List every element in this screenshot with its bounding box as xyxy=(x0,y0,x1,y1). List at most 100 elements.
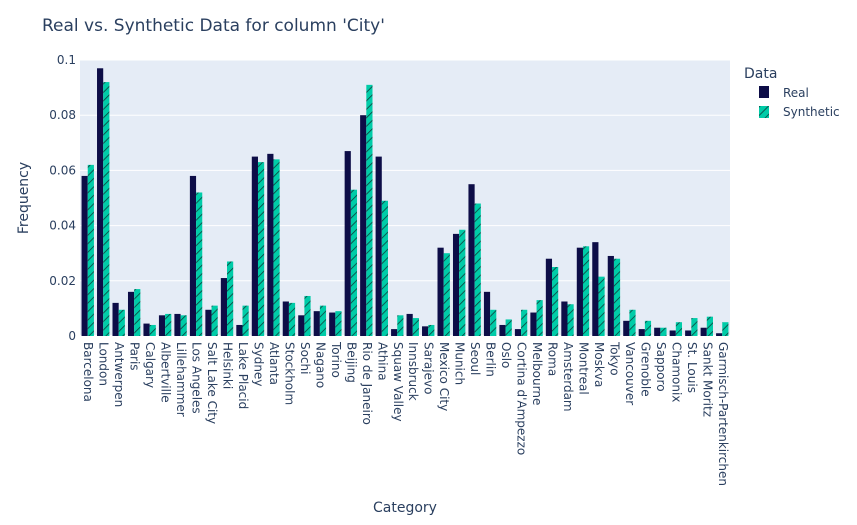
bar-real[interactable] xyxy=(623,320,630,336)
bar-synthetic[interactable] xyxy=(567,304,574,336)
bar-real[interactable] xyxy=(205,309,212,336)
x-tick-label: Barcelona xyxy=(81,342,95,402)
bar-synthetic[interactable] xyxy=(319,305,327,336)
y-tick-label: 0.1 xyxy=(57,53,76,67)
bar-synthetic[interactable] xyxy=(149,324,156,336)
bar-synthetic[interactable] xyxy=(103,82,110,336)
legend-label-real: Real xyxy=(783,86,809,100)
bar-real[interactable] xyxy=(360,115,367,336)
x-tick-label: St. Louis xyxy=(685,342,699,393)
bar-real[interactable] xyxy=(638,329,645,336)
bar-synthetic[interactable] xyxy=(675,322,683,336)
x-tick-label: Vancouver xyxy=(623,342,637,405)
bar-real[interactable] xyxy=(267,153,274,336)
bar-synthetic[interactable] xyxy=(706,316,713,336)
bar-synthetic[interactable] xyxy=(366,84,373,336)
bar-real[interactable] xyxy=(174,313,181,336)
bar-synthetic[interactable] xyxy=(428,324,435,336)
bar-real[interactable] xyxy=(561,301,568,337)
bar-real[interactable] xyxy=(545,258,553,336)
bar-synthetic[interactable] xyxy=(660,327,667,336)
bar-real[interactable] xyxy=(158,315,166,336)
bar-synthetic[interactable] xyxy=(118,309,125,336)
bar-synthetic[interactable] xyxy=(552,267,559,336)
x-tick-label: Squaw Valley xyxy=(391,342,405,422)
y-tick-label: 0.04 xyxy=(49,219,76,233)
bar-synthetic[interactable] xyxy=(443,253,450,336)
bar-real[interactable] xyxy=(592,242,599,336)
bar-synthetic[interactable] xyxy=(490,309,497,336)
bar-real[interactable] xyxy=(406,313,413,336)
bar-real[interactable] xyxy=(685,330,692,336)
bar-real[interactable] xyxy=(499,324,506,336)
bar-synthetic[interactable] xyxy=(613,258,621,336)
bar-synthetic[interactable] xyxy=(288,302,296,336)
bar-synthetic[interactable] xyxy=(629,309,636,336)
bar-synthetic[interactable] xyxy=(196,192,203,336)
bar-synthetic[interactable] xyxy=(644,320,652,336)
bar-real[interactable] xyxy=(143,323,150,336)
x-tick-label: Moskva xyxy=(592,342,606,387)
bar-synthetic[interactable] xyxy=(691,318,698,336)
bar-synthetic[interactable] xyxy=(273,159,280,336)
bar-real[interactable] xyxy=(97,68,104,336)
x-tick-label: Munich xyxy=(453,342,467,385)
bar-synthetic[interactable] xyxy=(257,162,265,336)
bar-real[interactable] xyxy=(282,301,289,337)
x-tick-label: Chamonix xyxy=(669,342,683,402)
bar-synthetic[interactable] xyxy=(536,300,543,336)
bar-real[interactable] xyxy=(220,278,228,336)
bar-synthetic[interactable] xyxy=(459,229,466,336)
y-tick-label: 0.02 xyxy=(49,274,76,288)
bar-synthetic[interactable] xyxy=(722,322,729,336)
bar-synthetic[interactable] xyxy=(134,289,141,336)
bar-real[interactable] xyxy=(298,315,305,336)
gridlines xyxy=(80,59,730,337)
bar-synthetic[interactable] xyxy=(505,319,512,336)
bar-real[interactable] xyxy=(654,327,661,336)
bar-real[interactable] xyxy=(607,255,614,336)
bar-real[interactable] xyxy=(452,233,460,336)
bar-real[interactable] xyxy=(81,175,88,336)
bar-synthetic[interactable] xyxy=(304,295,311,336)
bar-synthetic[interactable] xyxy=(242,305,249,336)
bar-real[interactable] xyxy=(236,324,243,336)
y-tick-label: 0.08 xyxy=(49,108,76,122)
bar-synthetic[interactable] xyxy=(87,164,94,336)
bar-synthetic[interactable] xyxy=(598,276,605,336)
legend-title: Data xyxy=(744,66,777,82)
bar-real[interactable] xyxy=(437,247,444,336)
bar-synthetic[interactable] xyxy=(412,318,419,336)
bar-real[interactable] xyxy=(112,302,119,336)
bar-real[interactable] xyxy=(313,311,320,336)
bar-real[interactable] xyxy=(189,175,197,336)
bar-real[interactable] xyxy=(422,326,429,336)
bar-real[interactable] xyxy=(669,330,676,336)
bar-real[interactable] xyxy=(468,184,475,336)
bar-synthetic[interactable] xyxy=(180,315,187,336)
bar-synthetic[interactable] xyxy=(335,311,342,336)
bar-real[interactable] xyxy=(576,247,583,336)
bar-synthetic[interactable] xyxy=(397,315,404,336)
bar-real[interactable] xyxy=(483,291,491,336)
bar-real[interactable] xyxy=(716,333,723,336)
bar-real[interactable] xyxy=(251,156,258,336)
bar-real[interactable] xyxy=(391,329,398,336)
bar-real[interactable] xyxy=(344,151,351,336)
bar-synthetic[interactable] xyxy=(381,200,388,336)
bar-synthetic[interactable] xyxy=(582,246,590,336)
bar-real[interactable] xyxy=(700,327,707,336)
bar-synthetic[interactable] xyxy=(165,313,172,336)
bar-synthetic[interactable] xyxy=(227,261,234,336)
bar-real[interactable] xyxy=(375,156,382,336)
bar-real[interactable] xyxy=(329,312,336,336)
bar-real[interactable] xyxy=(514,329,522,336)
bar-synthetic[interactable] xyxy=(211,305,218,336)
bar-real[interactable] xyxy=(530,312,537,336)
bar-synthetic[interactable] xyxy=(521,309,528,336)
legend[interactable]: Data Real Synthetic xyxy=(744,66,840,119)
x-tick-label: Sapporo xyxy=(654,342,668,392)
bar-synthetic[interactable] xyxy=(474,203,481,336)
bar-real[interactable] xyxy=(127,291,135,336)
bar-synthetic[interactable] xyxy=(350,189,358,336)
